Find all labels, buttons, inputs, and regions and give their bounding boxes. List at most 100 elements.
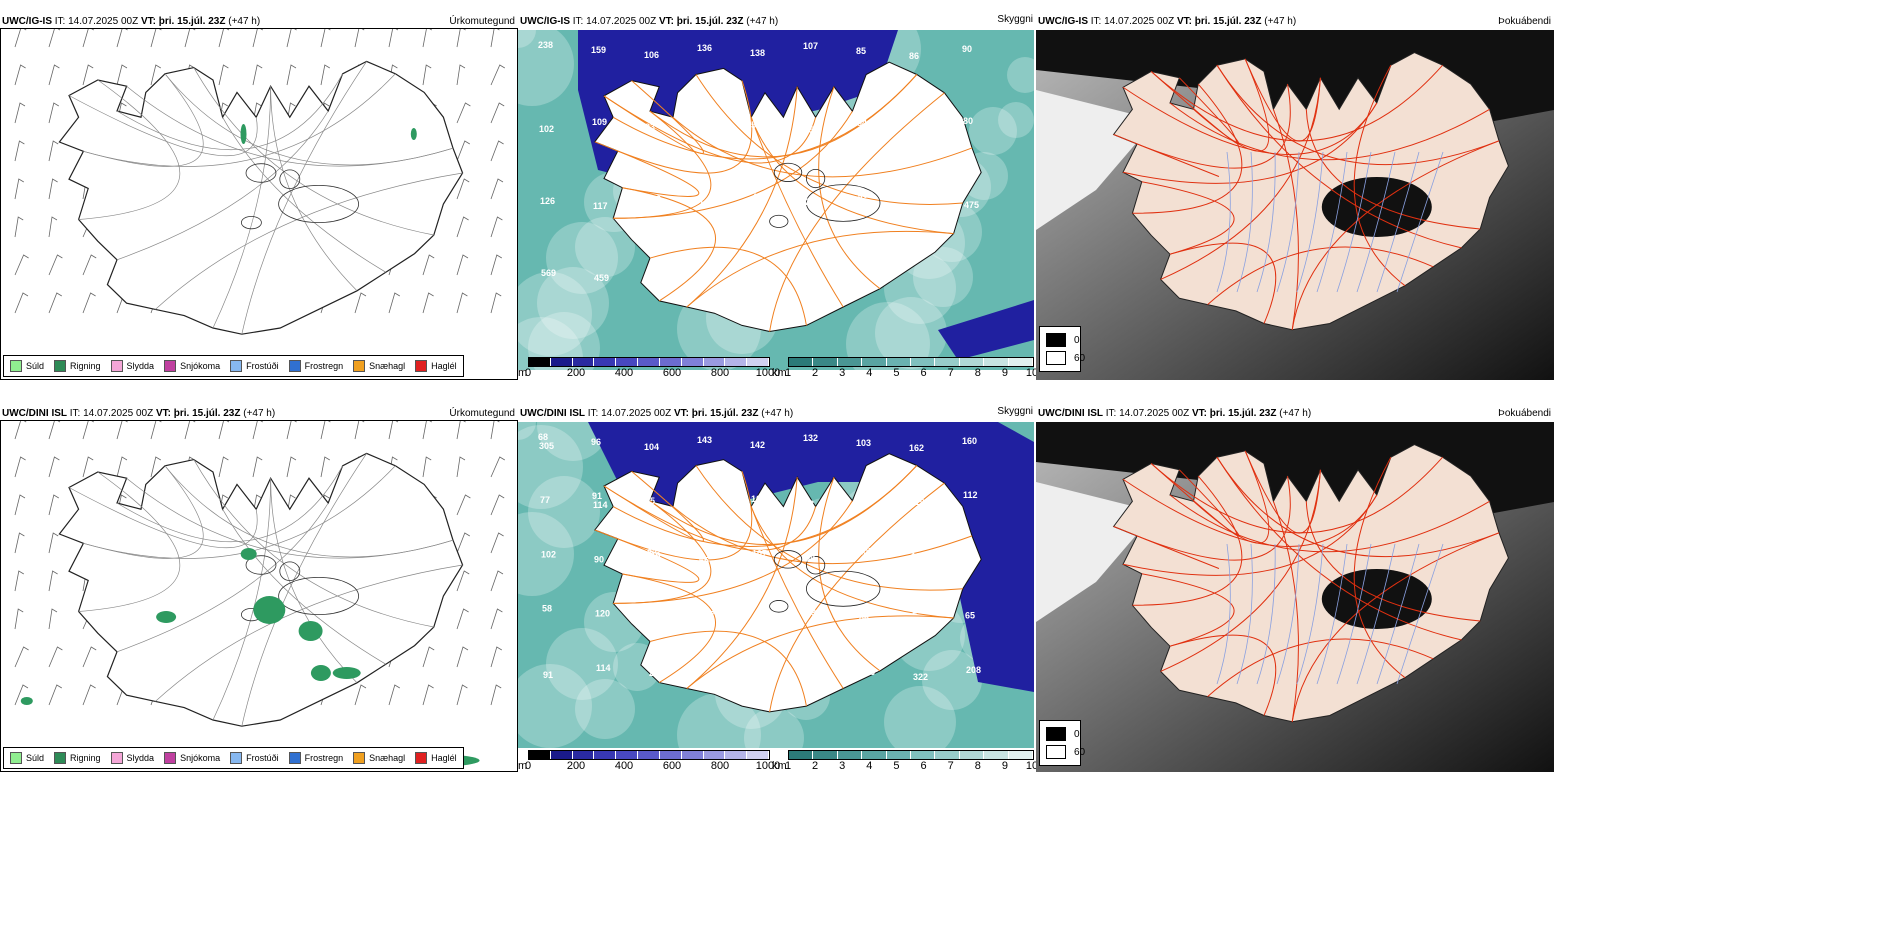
precip-map[interactable]: Súld Rigning Slydda Snjókoma Frostúði Frostre… xyxy=(0,420,518,772)
cloud-base-label: 65 xyxy=(804,125,814,135)
fog-legend: 0 60 xyxy=(1039,720,1085,766)
cloud-texture xyxy=(518,512,574,596)
cloud-texture xyxy=(846,302,930,370)
precip-legend-item: Súld xyxy=(10,360,44,372)
cloud-base-label: 162 xyxy=(909,443,924,453)
colorbar-tick: 6 xyxy=(920,760,927,772)
colorbar-cell xyxy=(813,751,838,759)
colorbar-cell xyxy=(886,358,912,366)
precip-legend-item: Frostregn xyxy=(288,360,343,372)
precip-legend-item: Snjókoma xyxy=(164,752,220,764)
cloud-base-label: 106 xyxy=(644,50,659,60)
cloud-base-unit: m xyxy=(518,367,528,379)
glacier-outline xyxy=(278,576,360,615)
cloud-base-label: 132 xyxy=(803,433,818,443)
colorbar-cell xyxy=(837,751,863,759)
cloud-texture xyxy=(518,30,574,106)
precip-legend-item: Rigning xyxy=(54,360,101,372)
cloud-base-label: 106 xyxy=(751,494,766,504)
colorbar-tick: 200 xyxy=(566,367,586,379)
fog-legend: 0 60 xyxy=(1039,326,1085,372)
fog-map[interactable]: 0 60 xyxy=(1036,422,1554,772)
cloud-base-label: 120 xyxy=(595,609,610,619)
cloud-base-label: 65 xyxy=(699,555,709,565)
cloud-texture xyxy=(575,217,635,277)
glacier-outline xyxy=(805,556,826,575)
legend-swatch xyxy=(54,360,67,372)
cloud-base-label: 84 xyxy=(857,118,867,128)
fog-panel-row1: UWC/IG-IS IT: 14.07.2025 00Z VT: þri. 15… xyxy=(1036,14,1554,380)
cloud-texture xyxy=(518,425,583,509)
cloud-base-label: 90 xyxy=(594,554,604,564)
colorbar-tick: 8 xyxy=(974,760,981,772)
colorbar-cell xyxy=(1008,751,1034,759)
rain-area xyxy=(156,611,177,623)
precip-legend-item: Slydda xyxy=(110,752,154,764)
cloud-texture xyxy=(518,317,583,370)
cloud-base-label: 102 xyxy=(754,669,769,679)
cloud-base-unit: m xyxy=(518,760,528,772)
precip-legend-item: Frostúði xyxy=(230,360,279,372)
precip-map-svg xyxy=(14,29,506,375)
cloud-base-label: 238 xyxy=(538,40,553,50)
colorbar-cell xyxy=(572,358,595,366)
legend-swatch xyxy=(164,752,177,764)
colorbar-cell xyxy=(1008,358,1034,366)
fog-dense-area xyxy=(1321,568,1432,629)
cloud-base-label: 62 xyxy=(910,123,920,133)
cloud-base-label: 98 xyxy=(805,553,815,563)
cloud-base-label: 50 xyxy=(751,120,761,130)
panel-header: UWC/DINI ISL IT: 14.07.2025 00Z VT: þri.… xyxy=(520,408,794,419)
roads xyxy=(1113,58,1500,330)
glacier-outline xyxy=(245,163,277,183)
glacier-outline xyxy=(245,555,277,575)
legend-swatch xyxy=(164,360,177,372)
cloud-base-label: 159 xyxy=(591,45,606,55)
panel-title: Skyggni xyxy=(997,14,1033,25)
visibility-colorbar: km 1 2 3 4 5 6 7 8 9 10 xyxy=(772,357,1036,380)
cloud-map[interactable]: 238 159 106 136 138 107 85 86 90 102 109 83 73 50 65 84… xyxy=(518,30,1034,370)
fog-map[interactable]: 0 60 xyxy=(1036,30,1554,380)
precip-legend-item: Frostúði xyxy=(230,752,279,764)
cloud-base-label: 107 xyxy=(803,41,818,51)
colorbar-cell xyxy=(572,751,595,759)
rain-area xyxy=(20,697,33,705)
colorbar-cell xyxy=(703,358,726,366)
cloud-texture xyxy=(518,30,536,48)
cloud-texture xyxy=(528,312,600,370)
colorbar-tick: 0 xyxy=(524,760,532,772)
cloud-base-label: 114 xyxy=(596,663,611,673)
legend-swatch xyxy=(230,360,243,372)
cloud-base-label: 68 xyxy=(538,432,548,442)
legend-swatch xyxy=(415,752,428,764)
coastline xyxy=(594,61,982,333)
colorbar-cell xyxy=(638,358,660,366)
legend-swatch xyxy=(110,360,123,372)
coastline xyxy=(593,453,982,713)
cloud-base-label: 77 xyxy=(540,495,550,505)
legend-swatch xyxy=(415,360,428,372)
cloud-base-labels: 238 159 106 136 138 107 85 86 90 102 109 83 73 50 65 84… xyxy=(538,40,979,283)
colorbar-tick: 7 xyxy=(947,367,954,379)
cloud-base-label: 91 xyxy=(592,491,602,501)
rain-area xyxy=(240,124,247,144)
cloud-base-label: 180 xyxy=(807,662,822,672)
precip-legend-item: Slydda xyxy=(110,360,154,372)
glacier-outline xyxy=(806,570,881,607)
visibility-colorbar: km 1 2 3 4 5 6 7 8 9 10 xyxy=(772,750,1036,772)
cloud-texture xyxy=(998,102,1034,138)
fog-map-svg xyxy=(1036,30,1554,380)
cloud-base-label: 143 xyxy=(697,435,712,445)
cloud-texture xyxy=(922,650,982,710)
colorbar-cell xyxy=(659,751,682,759)
coastline xyxy=(58,452,464,727)
legend-swatch xyxy=(10,752,22,764)
cloud-map[interactable]: 68 96 104 143 142 132 103 162 160 305 91 95 109 106 98… xyxy=(518,422,1034,748)
precip-map[interactable]: Súld Rigning Slydda Snjókoma Frostúði Frostre… xyxy=(0,28,518,380)
cloud-texture xyxy=(518,422,536,440)
colorbar-tick: 5 xyxy=(893,760,900,772)
colorbar-tick: 800 xyxy=(710,760,730,772)
colorbar-cell xyxy=(813,358,838,366)
colorbar-tick: 7 xyxy=(947,760,954,772)
cloud-base-label: 86 xyxy=(859,613,869,623)
